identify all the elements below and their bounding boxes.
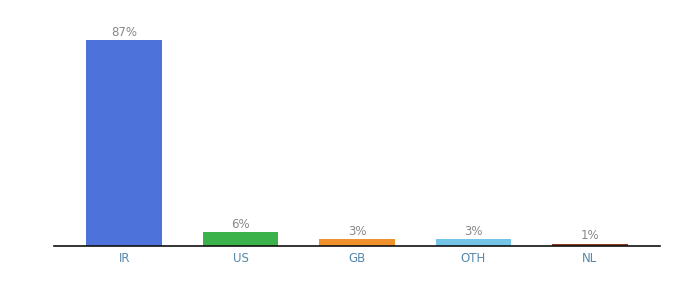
Text: 3%: 3% [464, 225, 483, 238]
Bar [86, 40, 162, 246]
Bar [319, 239, 395, 246]
Text: 6%: 6% [231, 218, 250, 231]
Text: 1%: 1% [581, 230, 599, 242]
Text: 3%: 3% [347, 225, 367, 238]
Bar [436, 239, 511, 246]
Bar [203, 232, 278, 246]
Text: 87%: 87% [112, 26, 137, 39]
Bar [552, 244, 628, 246]
